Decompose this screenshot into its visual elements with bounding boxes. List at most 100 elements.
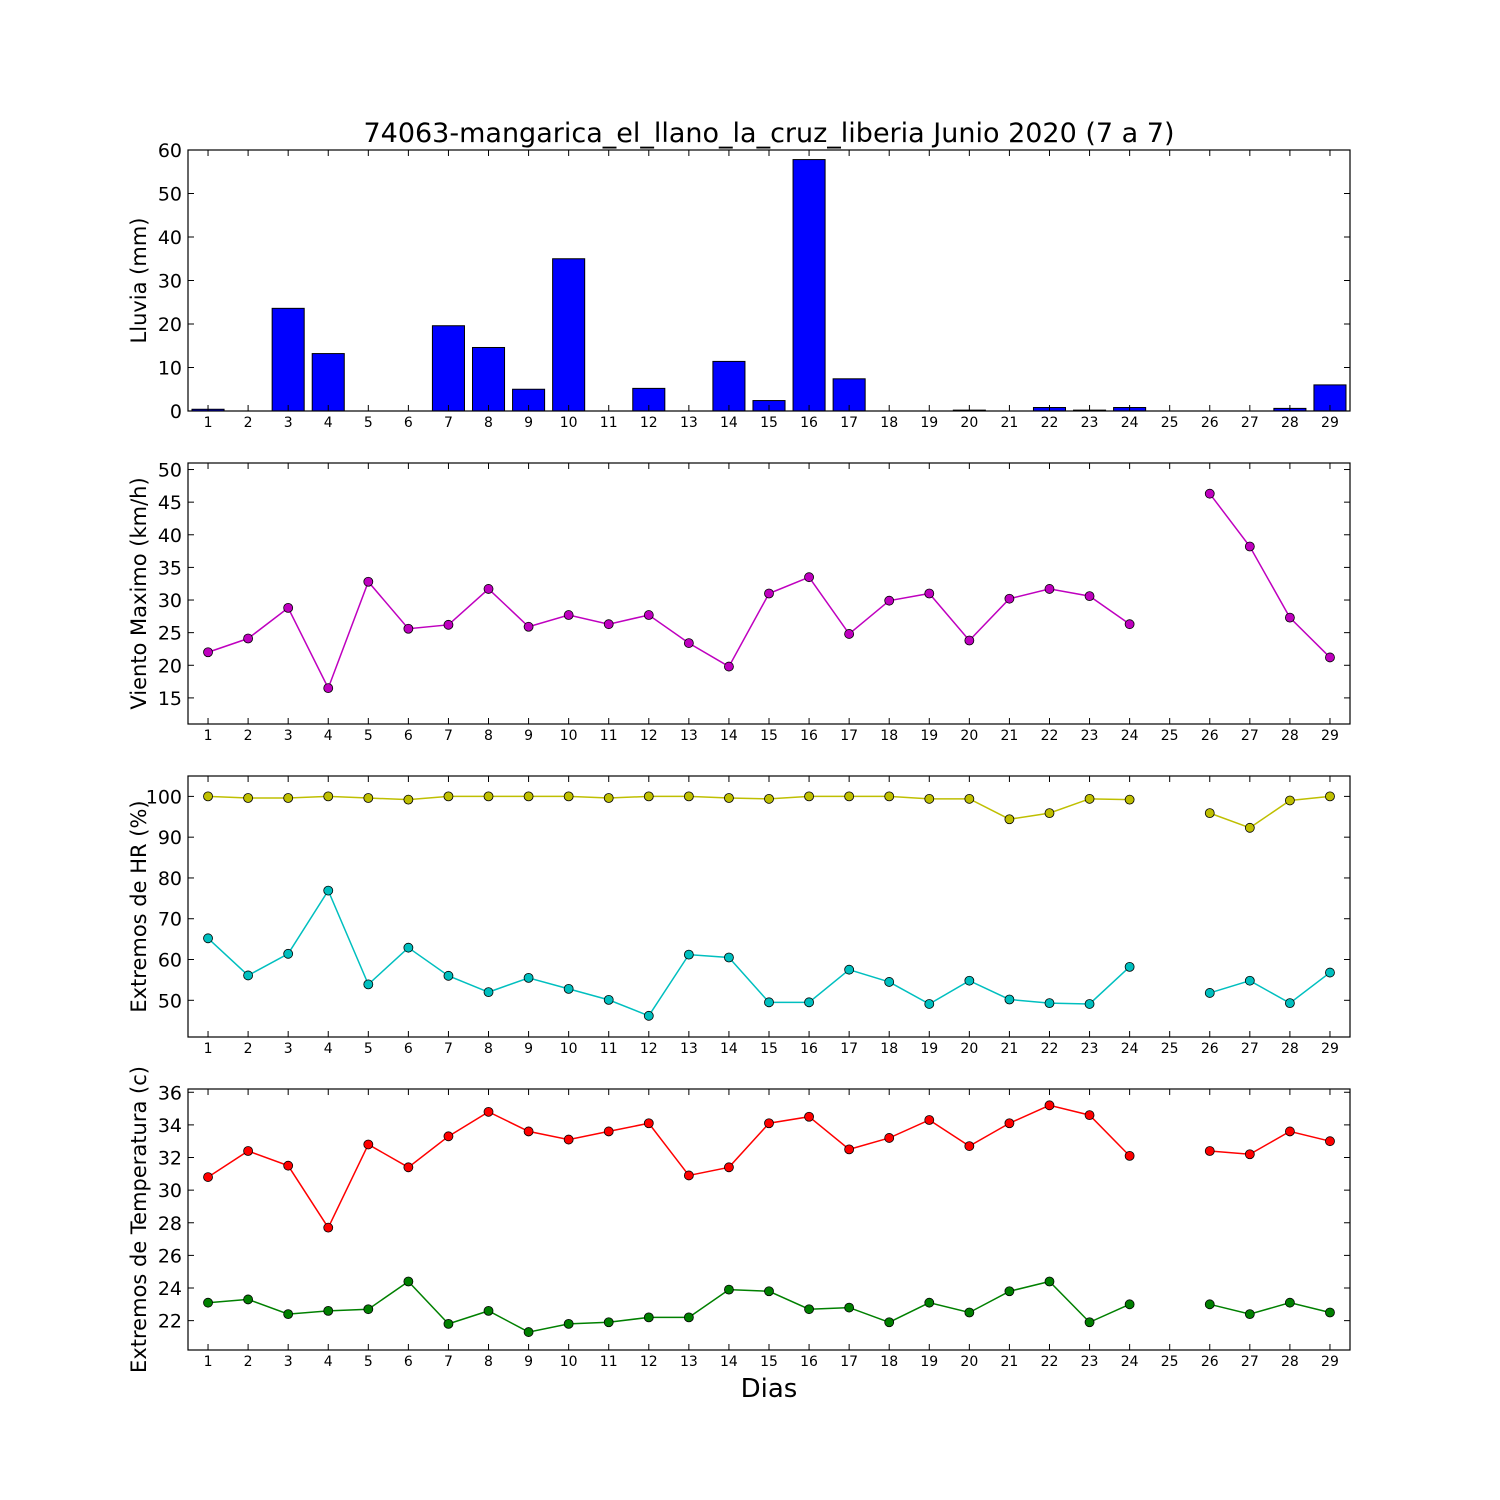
series-2-point-day-10 (563, 1319, 574, 1329)
series-1-point-day-16 (804, 791, 814, 802)
series-1-point-day-10 (563, 610, 574, 620)
series-1-point-day-20 (964, 793, 975, 804)
xtick-label: 8 (484, 415, 493, 431)
xtick-label: 21 (1000, 415, 1018, 431)
xtick-label: 22 (1041, 728, 1059, 744)
series-1-point-day-7 (443, 1131, 454, 1142)
xtick-label: 23 (1081, 1041, 1099, 1057)
ytick-label: 35 (158, 557, 182, 579)
xtick-label: 13 (680, 1041, 698, 1057)
xtick-label: 26 (1201, 1041, 1219, 1057)
series-2-point-day-19 (924, 999, 935, 1009)
series-2-point-day-22 (1044, 998, 1055, 1009)
ytick-label: 70 (158, 909, 182, 931)
xtick-label: 9 (524, 728, 533, 744)
series-1-point-day-16 (804, 1111, 814, 1122)
xtick-label: 24 (1121, 415, 1139, 431)
xtick-label: 5 (364, 415, 373, 431)
ytick-label: 28 (158, 1213, 182, 1235)
series-1-point-day-11 (603, 1126, 614, 1137)
xtick-label: 13 (680, 728, 698, 744)
series-1-line (207, 795, 1331, 829)
series-1-point-day-6 (403, 794, 414, 805)
series-2-point-day-28 (1284, 998, 1295, 1009)
xtick-label: 22 (1041, 415, 1059, 431)
xtick-label: 27 (1241, 1041, 1259, 1057)
series-2-point-day-24 (1124, 1299, 1135, 1310)
xtick-label: 26 (1201, 415, 1219, 431)
bar-day-4 (311, 353, 345, 412)
series-1-point-day-24 (1124, 794, 1135, 805)
xtick-label: 12 (640, 415, 658, 431)
bar-day-8 (471, 346, 506, 412)
xtick-label: 29 (1321, 1041, 1339, 1057)
xtick-label: 16 (800, 1041, 818, 1057)
xtick-label: 5 (364, 1041, 373, 1057)
xtick-label: 23 (1081, 728, 1099, 744)
series-1-point-day-26 (1204, 488, 1215, 499)
ytick-label: 50 (158, 460, 182, 482)
series-2-point-day-6 (403, 942, 414, 953)
series-1-point-day-23 (1084, 793, 1095, 804)
xtick-label: 8 (484, 1354, 493, 1370)
series-2-point-day-27 (1244, 1309, 1255, 1320)
series-2-point-day-3 (283, 948, 294, 959)
ytick-label: 22 (158, 1311, 182, 1333)
ytick-label: 90 (158, 827, 182, 849)
series-1-point-day-17 (844, 629, 855, 639)
xtick-label: 7 (444, 728, 453, 744)
series-1-point-day-3 (283, 1160, 294, 1171)
bar-day-14 (712, 360, 746, 412)
series-1-point-day-23 (1084, 591, 1095, 602)
xtick-label: 21 (1000, 728, 1018, 744)
series-1-point-day-18 (884, 1133, 895, 1143)
series-1-point-day-18 (884, 595, 895, 606)
y-axis-label: Extremos de HR (%) (127, 800, 151, 1012)
series-1-point-day-5 (363, 576, 374, 587)
series-1-point-day-24 (1124, 1150, 1135, 1161)
xtick-label: 29 (1321, 1354, 1339, 1370)
series-1-point-day-13 (683, 638, 694, 648)
series-2-point-day-20 (964, 1307, 975, 1318)
xtick-label: 18 (880, 728, 898, 744)
xtick-label: 15 (760, 728, 778, 744)
xtick-label: 16 (800, 728, 818, 744)
series-1-point-day-29 (1325, 1136, 1335, 1147)
xtick-label: 9 (524, 1354, 533, 1370)
xtick-label: 2 (244, 728, 253, 744)
xtick-label: 12 (640, 1041, 658, 1057)
xtick-label: 18 (880, 415, 898, 431)
series-2-point-day-27 (1244, 975, 1255, 986)
xtick-label: 10 (560, 728, 578, 744)
series-1-point-day-29 (1325, 791, 1335, 802)
xtick-label: 17 (840, 1041, 858, 1057)
series-1-point-day-7 (443, 791, 454, 802)
xtick-label: 24 (1121, 728, 1139, 744)
series-1-point-day-7 (443, 619, 454, 630)
xtick-label: 21 (1000, 1041, 1018, 1057)
series-1-point-day-9 (523, 1126, 534, 1137)
series-1-point-day-2 (243, 1146, 254, 1156)
series-2-point-day-8 (483, 987, 494, 998)
ytick-label: 100 (146, 786, 182, 808)
ytick-label: 60 (158, 140, 182, 162)
series-1-point-day-17 (844, 791, 855, 802)
ytick-label: 32 (158, 1148, 182, 1170)
series-1-point-day-26 (1204, 808, 1215, 819)
series-1-point-day-29 (1325, 652, 1335, 663)
series-1-point-day-20 (964, 1141, 975, 1151)
xtick-label: 1 (204, 1041, 213, 1057)
xtick-label: 15 (760, 415, 778, 431)
series-2-point-day-12 (643, 1010, 654, 1021)
series-1-line (207, 1104, 1331, 1230)
xtick-label: 4 (324, 1354, 333, 1370)
series-1-point-day-4 (323, 1222, 334, 1233)
xtick-label: 6 (404, 728, 413, 744)
xtick-label: 20 (960, 1354, 978, 1370)
series-1-point-day-6 (403, 1162, 414, 1173)
xtick-label: 12 (640, 728, 658, 744)
xtick-label: 2 (244, 415, 253, 431)
bar-day-10 (552, 258, 586, 412)
series-1-point-day-8 (483, 1106, 494, 1117)
